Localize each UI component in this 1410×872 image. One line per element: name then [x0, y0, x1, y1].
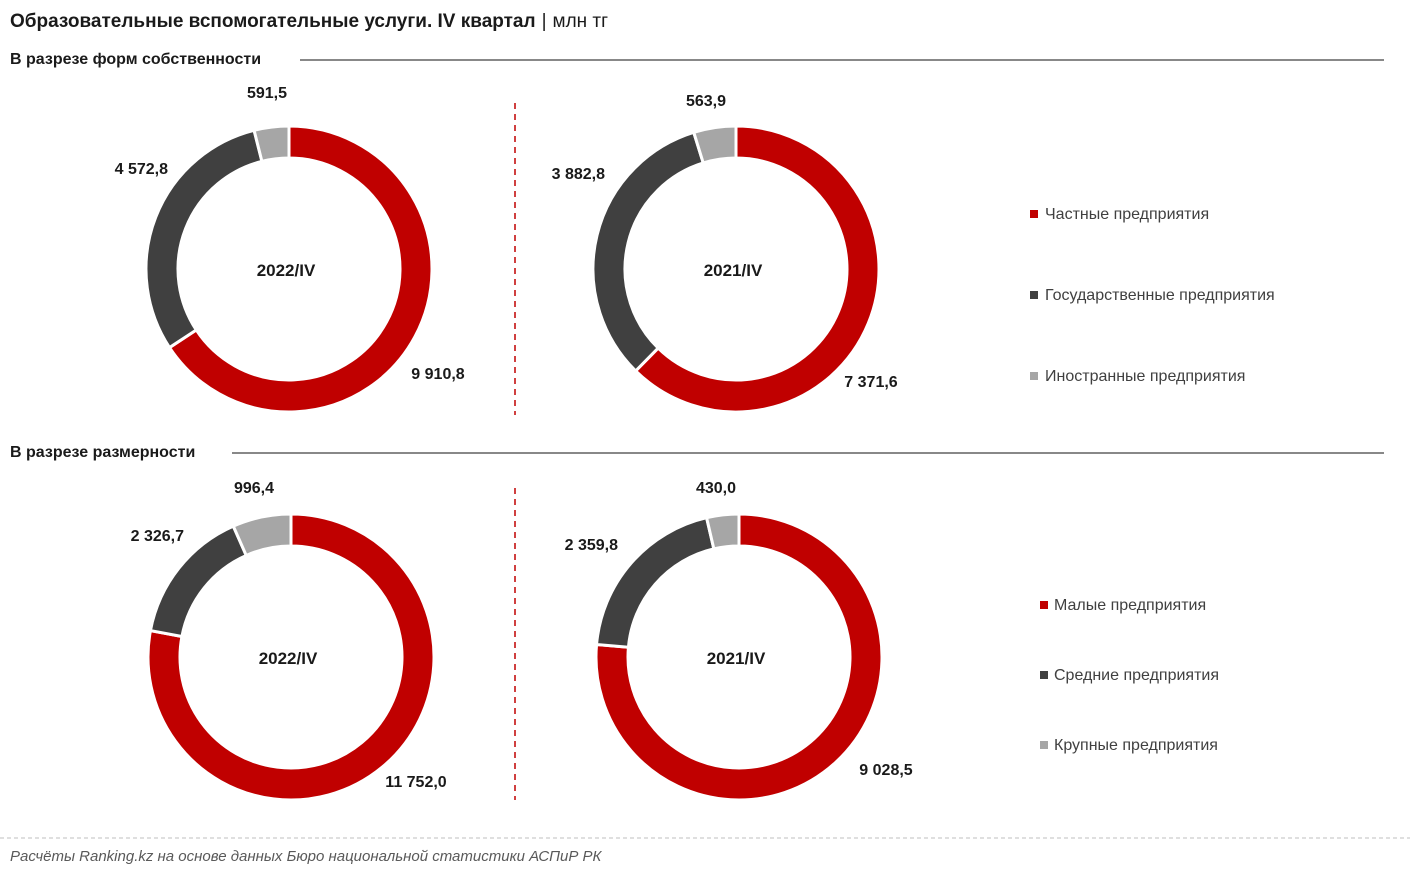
- data-label: 3 882,8: [552, 166, 605, 183]
- legend-item-state: Государственные предприятия: [1045, 287, 1275, 304]
- segment-private: [633, 124, 881, 414]
- donut-center-label: 2021/IV: [707, 649, 766, 668]
- data-label: 563,9: [686, 93, 726, 110]
- donut-center-label: 2021/IV: [704, 261, 763, 280]
- data-label: 4 572,8: [115, 161, 168, 178]
- segment-private: [167, 124, 434, 414]
- legend-item-private: Частные предприятия: [1045, 206, 1209, 223]
- data-label: 2 326,7: [131, 528, 184, 545]
- source-note: Расчёты Ranking.kz на основе данных Бюро…: [10, 848, 602, 865]
- donut-chart-size-2022: 2022/IV 11 752,0 2 326,7 996,4: [131, 480, 447, 802]
- data-label: 11 752,0: [385, 774, 447, 791]
- legend-item-large: Крупные предприятия: [1054, 737, 1218, 754]
- legend-ownership: Частные предприятия Государственные пред…: [1030, 206, 1275, 385]
- segment-large: [231, 512, 293, 558]
- data-label: 591,5: [247, 85, 287, 102]
- data-label: 996,4: [234, 480, 274, 497]
- section-title-ownership: В разрезе форм собственности: [10, 51, 261, 68]
- data-label: 2 359,8: [565, 537, 618, 554]
- legend-swatch-small: [1040, 601, 1048, 609]
- title-separator: |: [541, 11, 547, 32]
- data-label: 9 028,5: [859, 762, 912, 779]
- segment-foreign: [691, 124, 738, 165]
- segment-state: [591, 130, 706, 374]
- section-title-size: В разрезе размерности: [10, 444, 195, 461]
- segment-small: [594, 512, 884, 802]
- data-label: 9 910,8: [411, 366, 464, 383]
- legend-swatch-foreign: [1030, 372, 1038, 380]
- legend-swatch-state: [1030, 291, 1038, 299]
- legend-item-foreign: Иностранные предприятия: [1045, 368, 1245, 385]
- legend-item-medium: Средние предприятия: [1054, 667, 1219, 684]
- segment-small: [146, 512, 436, 802]
- segment-foreign: [252, 124, 291, 164]
- segment-large: [704, 512, 741, 551]
- legend-size: Малые предприятия Средние предприятия Кр…: [1040, 597, 1219, 754]
- page-title: Образовательные вспомогательные услуги. …: [10, 11, 608, 33]
- title-unit: млн тг: [552, 11, 609, 32]
- donut-chart-ownership-2022: 2022/IV 9 910,8 4 572,8 591,5: [115, 85, 465, 414]
- legend-item-small: Малые предприятия: [1054, 597, 1206, 614]
- legend-swatch-private: [1030, 210, 1038, 218]
- data-label: 430,0: [696, 480, 736, 497]
- donut-center-label: 2022/IV: [259, 649, 318, 668]
- title-text: Образовательные вспомогательные услуги. …: [10, 11, 536, 32]
- legend-swatch-large: [1040, 741, 1048, 749]
- donut-chart-size-2021: 2021/IV 9 028,5 2 359,8 430,0: [565, 480, 913, 802]
- donut-chart-ownership-2021: 2021/IV 7 371,6 3 882,8 563,9: [552, 93, 898, 414]
- legend-swatch-medium: [1040, 671, 1048, 679]
- data-label: 7 371,6: [844, 374, 897, 391]
- donut-center-label: 2022/IV: [257, 261, 316, 280]
